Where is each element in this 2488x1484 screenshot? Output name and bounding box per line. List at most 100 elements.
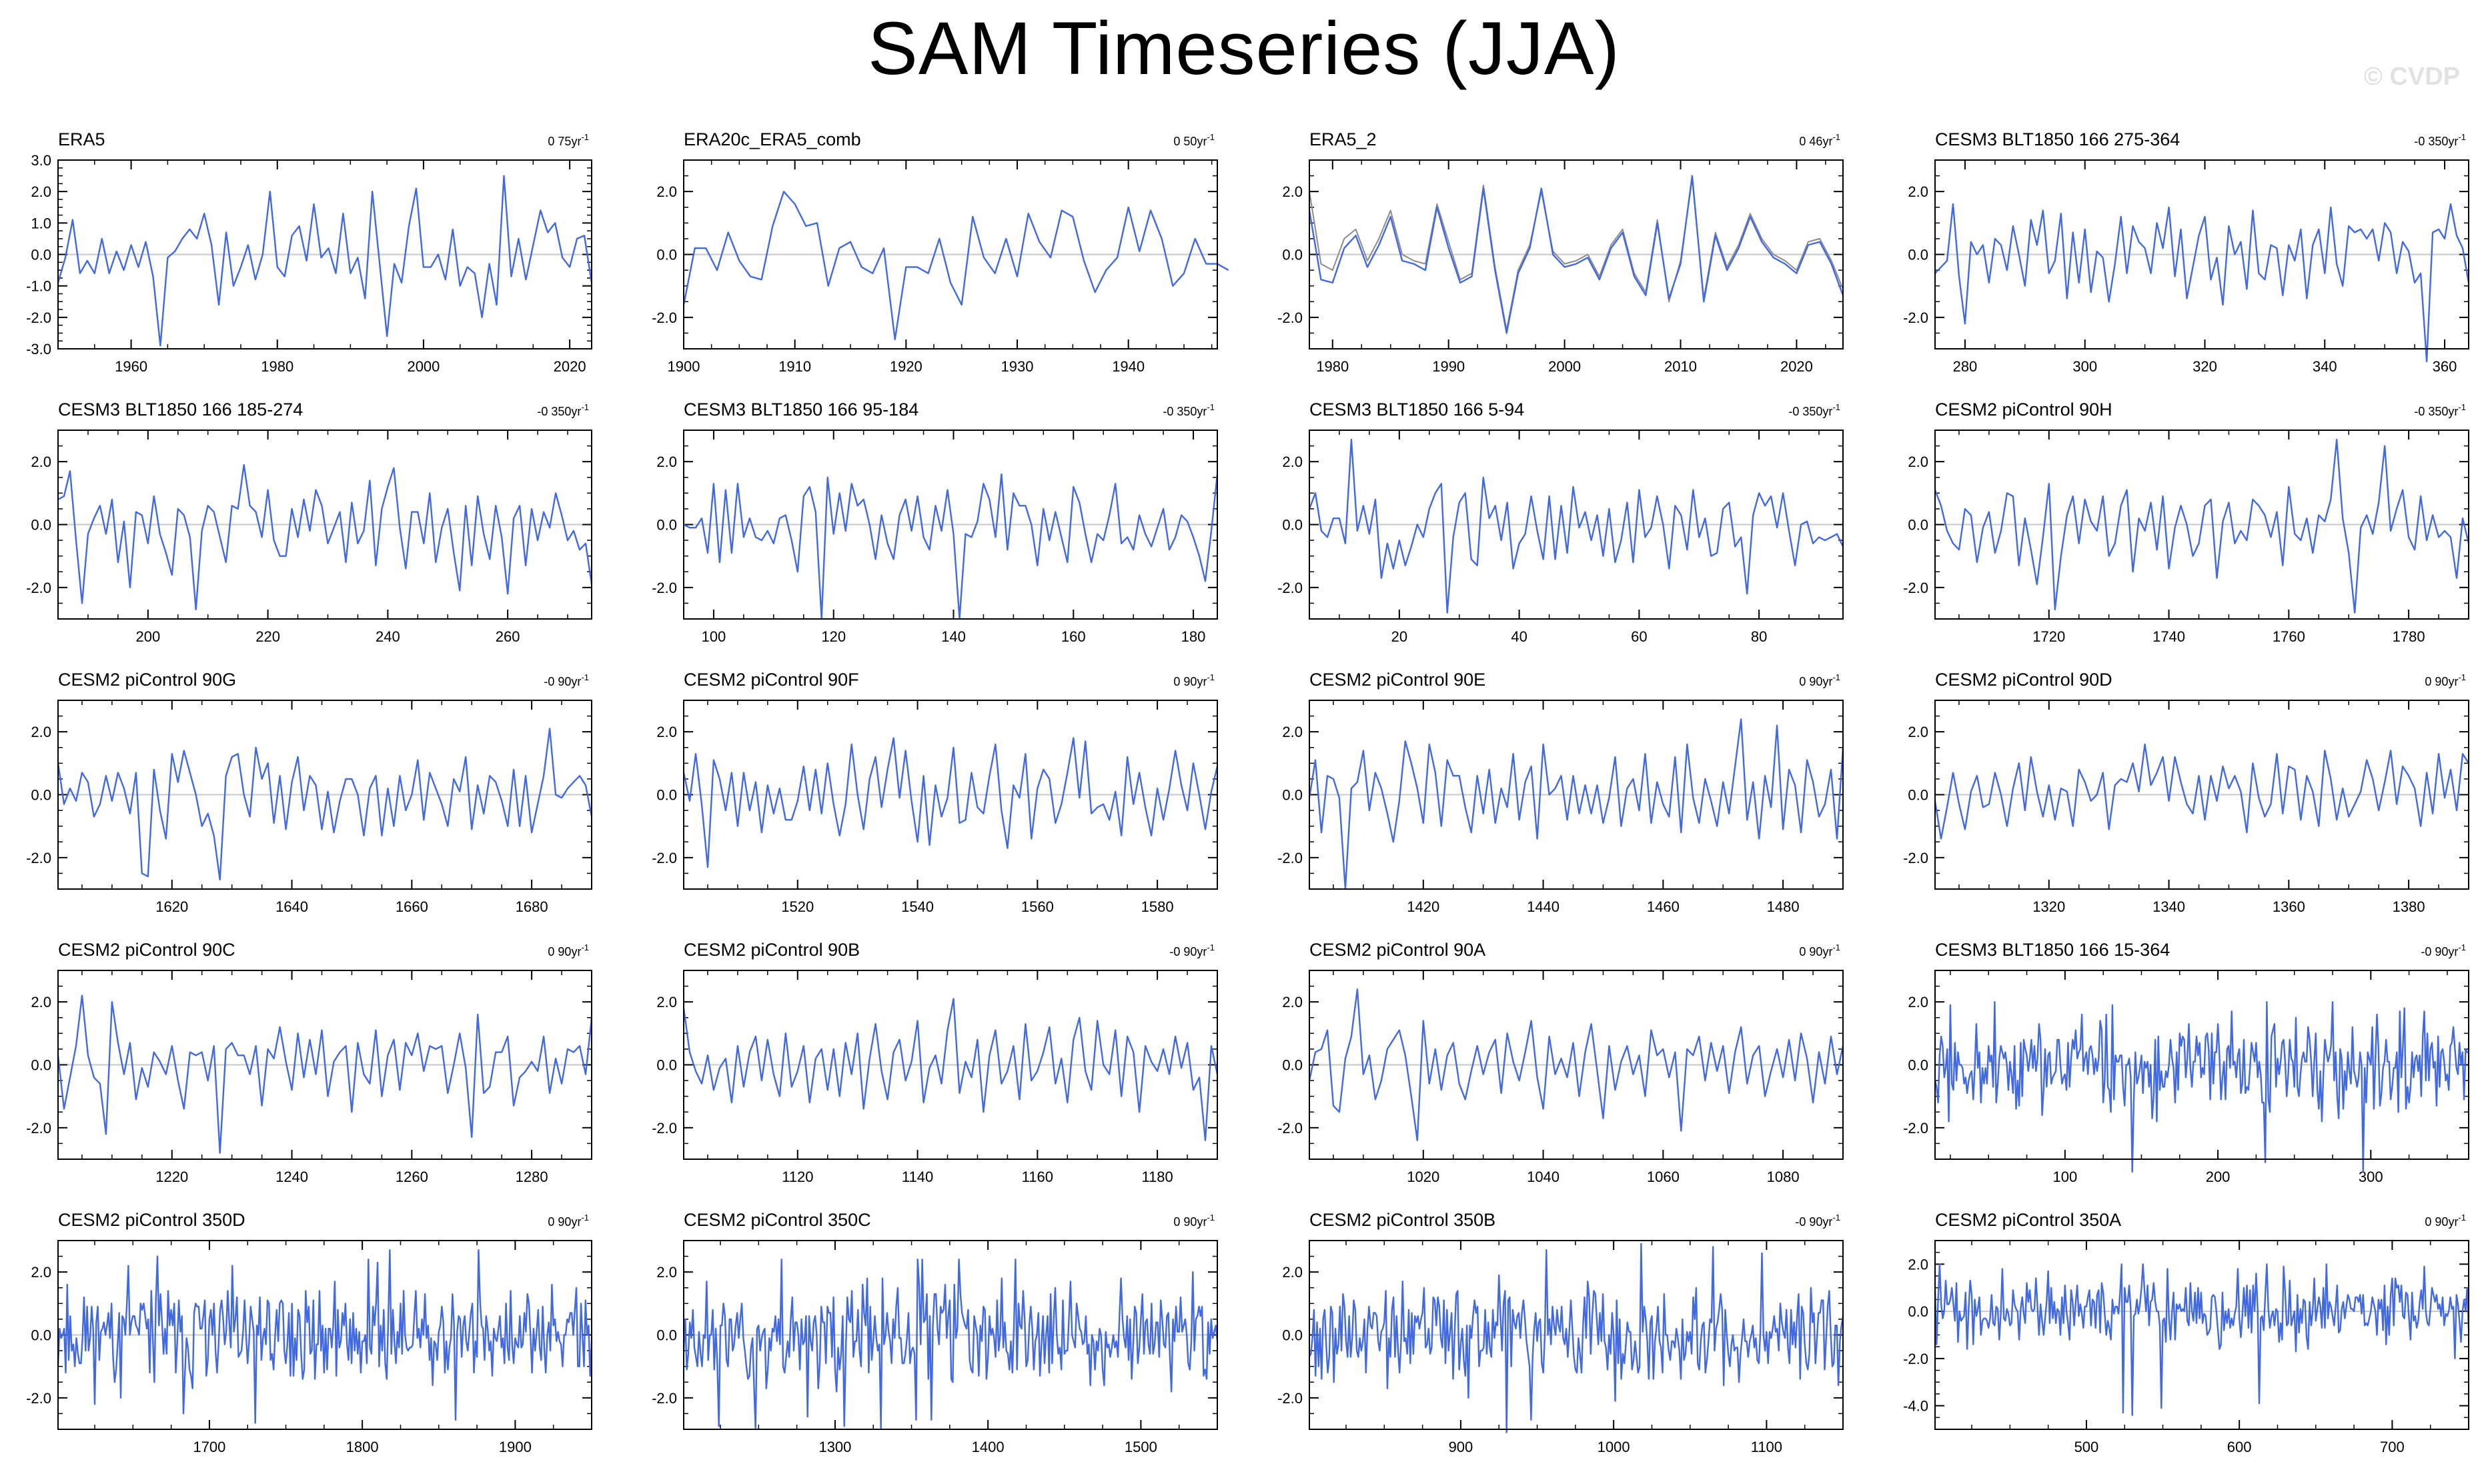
plot-frame xyxy=(683,700,1218,890)
x-tick-label: 300 xyxy=(2072,358,2097,375)
plot-frame xyxy=(57,159,592,349)
x-tick-label: 1300 xyxy=(818,1439,851,1455)
x-tick-label: 1100 xyxy=(1751,1439,1782,1455)
series-line xyxy=(1308,1243,1844,1433)
panel-title: CESM3 BLT1850 166 95-184 xyxy=(684,400,918,420)
plot-frame xyxy=(683,430,1218,620)
series-line xyxy=(57,464,593,611)
x-tick-label: 1520 xyxy=(781,898,814,915)
x-tick-label: 1400 xyxy=(972,1439,1005,1455)
x-tick-label: 1220 xyxy=(155,1169,188,1185)
x-tick-label: 1700 xyxy=(193,1439,225,1455)
y-tick-label: 2.0 xyxy=(656,994,677,1010)
x-tick-label: 1940 xyxy=(1112,358,1145,375)
chart-panel: CESM2 piControl 90A 0 90yr-1 2.0 0.0 -2.0 102… xyxy=(1277,940,1844,1185)
x-tick-label: 100 xyxy=(702,628,726,645)
trend-exponent: -1 xyxy=(1207,132,1215,142)
page-title: SAM Timeseries (JJA) xyxy=(868,7,1620,90)
panel-title: CESM3 BLT1850 166 15-364 xyxy=(1935,940,2170,960)
x-tick-label: 1120 xyxy=(782,1169,813,1185)
series-line xyxy=(682,1259,1219,1431)
chart-panel: CESM2 piControl 90C 0 90yr-1 2.0 0.0 -2.0 122… xyxy=(26,940,593,1185)
series-line xyxy=(1934,438,2470,614)
x-tick-label: 1560 xyxy=(1021,898,1054,915)
trend-exponent: -1 xyxy=(581,1213,589,1223)
y-tick-label: 0.0 xyxy=(1282,787,1303,804)
panel-title: CESM2 piControl 350A xyxy=(1935,1210,2121,1230)
x-tick-label: 1340 xyxy=(2152,898,2185,915)
trend-label: -0 90yr-1 xyxy=(1169,942,1215,958)
y-tick-label: 2.0 xyxy=(656,183,677,200)
trend-label: -0 350yr-1 xyxy=(2414,132,2466,148)
x-tick-label: 1460 xyxy=(1647,898,1680,915)
plot-frame xyxy=(57,700,592,890)
y-tick-label: 0.0 xyxy=(1282,517,1303,534)
y-tick-label: 0.0 xyxy=(31,787,51,804)
series-line xyxy=(1308,718,1844,890)
x-tick-label: 1380 xyxy=(2393,898,2425,915)
y-tick-label: 2.0 xyxy=(1282,183,1303,200)
y-tick-label: -4.0 xyxy=(1903,1398,1928,1415)
plot-frame xyxy=(1934,159,2469,349)
plot-frame xyxy=(1309,970,1844,1160)
trend-label: 0 50yr-1 xyxy=(1173,132,1215,148)
chart-panel: CESM2 piControl 90B -0 90yr-1 2.0 0.0 -2.0 11… xyxy=(652,940,1219,1185)
trend-exponent: -1 xyxy=(2458,1213,2466,1223)
series-line xyxy=(683,473,1219,620)
trend-label: 0 90yr-1 xyxy=(1799,672,1840,688)
y-tick-label: 2.0 xyxy=(31,994,51,1010)
trend-exponent: -1 xyxy=(1832,672,1840,682)
y-tick-label: 0.0 xyxy=(1282,1327,1303,1344)
x-tick-label: 1040 xyxy=(1527,1169,1560,1185)
y-tick-label: -2.0 xyxy=(26,850,51,866)
y-tick-label: -2.0 xyxy=(26,580,51,596)
trend-exponent: -1 xyxy=(1832,942,1840,952)
reference-series-line xyxy=(1309,178,1844,331)
panel-title: CESM2 piControl 90D xyxy=(1935,670,2112,690)
y-tick-label: 2.0 xyxy=(31,1264,51,1281)
x-tick-label: 1320 xyxy=(2032,898,2065,915)
x-tick-label: 260 xyxy=(496,628,520,645)
x-tick-label: 2000 xyxy=(407,358,440,375)
x-tick-label: 1440 xyxy=(1527,898,1560,915)
y-tick-label: 0.0 xyxy=(31,1327,51,1344)
plot-frame xyxy=(57,970,592,1160)
x-tick-label: 1800 xyxy=(346,1439,379,1455)
trend-exponent: -1 xyxy=(581,942,589,952)
y-tick-label: 0.0 xyxy=(656,1327,677,1344)
panel-title: ERA20c_ERA5_comb xyxy=(684,129,861,149)
y-tick-label: -2.0 xyxy=(1277,580,1303,596)
x-tick-label: 1640 xyxy=(275,898,308,915)
panel-title: CESM2 piControl 90A xyxy=(1309,940,1485,960)
trend-label: -0 350yr-1 xyxy=(1788,402,1840,418)
x-tick-label: 300 xyxy=(2359,1169,2383,1185)
plot-frame xyxy=(1934,1240,2469,1430)
x-tick-label: 1140 xyxy=(902,1169,933,1185)
y-tick-label: 2.0 xyxy=(1282,724,1303,740)
y-tick-label: -2.0 xyxy=(1903,580,1928,596)
x-tick-label: 1960 xyxy=(115,358,147,375)
plot-frame xyxy=(57,430,592,620)
y-tick-label: -2.0 xyxy=(1277,1120,1303,1137)
series-line xyxy=(1934,203,2470,363)
panel-title: CESM2 piControl 90B xyxy=(684,940,860,960)
y-tick-label: -2.0 xyxy=(1277,850,1303,866)
y-tick-label: -1.0 xyxy=(26,278,51,295)
x-tick-label: 1900 xyxy=(499,1439,532,1455)
y-tick-label: 2.0 xyxy=(1282,1264,1303,1281)
y-tick-label: 0.0 xyxy=(656,1057,677,1074)
series-line xyxy=(682,191,1229,341)
y-tick-label: 0.0 xyxy=(31,517,51,534)
trend-label: -0 90yr-1 xyxy=(544,672,589,688)
trend-label: 0 90yr-1 xyxy=(548,1213,589,1229)
panel-title: CESM2 piControl 90F xyxy=(684,670,859,690)
y-tick-label: 2.0 xyxy=(656,454,677,470)
x-tick-label: 160 xyxy=(1061,628,1086,645)
y-tick-label: -3.0 xyxy=(26,341,51,357)
plot-frame xyxy=(683,159,1218,349)
trend-exponent: -1 xyxy=(1207,402,1215,412)
y-tick-label: 0.0 xyxy=(1908,1057,1928,1074)
x-tick-label: 1920 xyxy=(890,358,922,375)
panel-title: CESM3 BLT1850 166 275-364 xyxy=(1935,129,2180,149)
x-tick-label: 2020 xyxy=(1780,358,1813,375)
